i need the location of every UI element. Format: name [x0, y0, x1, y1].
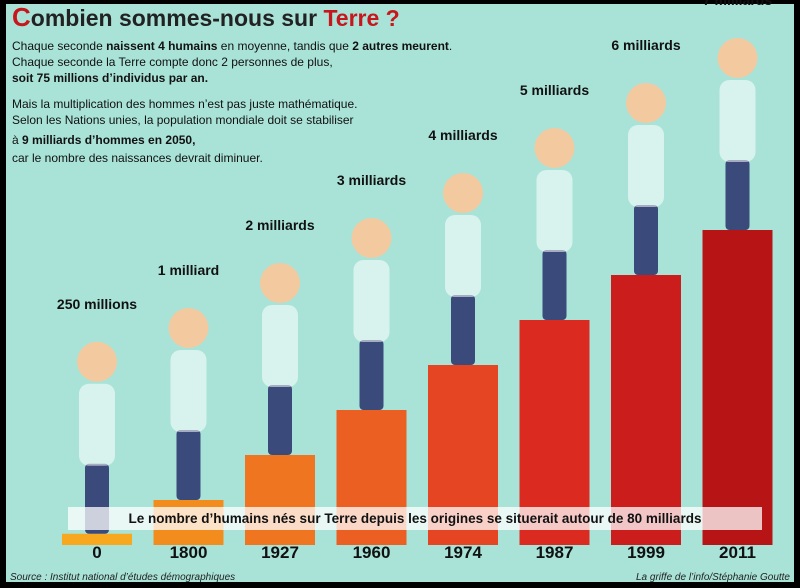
- x-tick-label: 1987: [536, 543, 574, 562]
- text: à: [12, 133, 22, 147]
- figure-legs: [451, 295, 475, 365]
- intro-line: Mais la multiplication des hommes n’est …: [12, 97, 358, 111]
- text: Chaque seconde: [12, 39, 106, 53]
- source: Source : Institut national d’études démo…: [10, 572, 235, 583]
- bar: [611, 275, 681, 545]
- x-tick-label: 0: [92, 543, 101, 562]
- text: .: [449, 39, 452, 53]
- value-label: 1 milliard: [158, 262, 219, 278]
- annotation-box: [68, 507, 762, 530]
- bar: [62, 533, 132, 545]
- figure-body: [719, 80, 756, 162]
- figure-body: [536, 170, 573, 252]
- x-tick-label: 1999: [627, 543, 665, 562]
- value-label: 4 milliards: [428, 127, 497, 143]
- figure-head: [717, 38, 758, 78]
- value-label: 6 milliards: [611, 37, 680, 53]
- text: en moyenne, tandis que: [217, 39, 352, 53]
- value-label: 250 millions: [57, 296, 137, 312]
- intro-line: Chaque seconde la Terre compte donc 2 pe…: [12, 55, 333, 69]
- title-part: C: [12, 2, 31, 32]
- intro-line: car le nombre des naissances devrait dim…: [12, 151, 263, 165]
- figure-body: [353, 260, 390, 342]
- annotation: Le nombre d’humains nés sur Terre depuis…: [129, 511, 702, 526]
- x-tick-label: 1974: [444, 543, 482, 562]
- figure-head: [626, 83, 666, 123]
- x-tick-label: 1960: [353, 543, 391, 562]
- text: naissent 4 humains: [106, 39, 218, 53]
- figure-legs: [268, 385, 292, 455]
- figure-legs: [542, 250, 567, 320]
- figure-body: [170, 350, 207, 432]
- x-tick-label: 1927: [261, 543, 299, 562]
- title-part: Terre ?: [323, 5, 399, 31]
- title-part: ombien sommes-nous sur: [31, 5, 324, 31]
- figure-head: [351, 218, 392, 258]
- bar: [702, 230, 773, 545]
- intro-line: soit 75 millions d’individus par an.: [12, 71, 208, 85]
- figure-head: [534, 128, 575, 168]
- credit: La griffe de l’info/Stéphanie Goutte: [636, 572, 790, 583]
- intro-line: à 9 milliards d’hommes en 2050,: [12, 133, 195, 147]
- bar: [245, 455, 315, 545]
- figure-body: [628, 125, 664, 207]
- figure-legs: [359, 340, 384, 410]
- figure-legs: [634, 205, 658, 275]
- figure-body: [262, 305, 298, 387]
- figure-head: [77, 341, 117, 382]
- figure-head: [443, 173, 483, 213]
- text: 9 milliards d’hommes en 2050,: [22, 133, 195, 147]
- figure-head: [260, 263, 300, 303]
- intro-line: Chaque seconde naissent 4 humains en moy…: [12, 39, 452, 53]
- figure-head: [168, 308, 209, 348]
- figure-body: [445, 215, 481, 297]
- figure-body: [79, 383, 115, 466]
- x-tick-label: 1800: [170, 543, 208, 562]
- intro-line: Selon les Nations unies, la population m…: [12, 113, 354, 127]
- value-label: 5 milliards: [520, 82, 589, 98]
- value-label: 2 milliards: [245, 217, 314, 233]
- figure-legs: [725, 160, 750, 230]
- text: 2 autres meurent: [352, 39, 449, 53]
- x-tick-label: 2011: [719, 543, 756, 562]
- title: Combien sommes-nous sur Terre ?: [12, 2, 400, 32]
- value-label: 3 milliards: [337, 172, 406, 188]
- value-label: 7 milliards: [703, 0, 772, 8]
- figure-legs: [176, 430, 201, 500]
